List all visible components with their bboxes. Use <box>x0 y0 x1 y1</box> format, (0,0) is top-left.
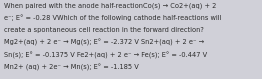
Text: Sn(s); E° = -0.1375 V Fe2+(aq) + 2 e⁻ → Fe(s); E° = -0.447 V: Sn(s); E° = -0.1375 V Fe2+(aq) + 2 e⁻ → … <box>4 51 207 59</box>
Text: e⁻; E° = -0.28 VWhich of the following cathode half-reactions will: e⁻; E° = -0.28 VWhich of the following c… <box>4 15 221 21</box>
Text: Mn2+ (aq) + 2e⁻ → Mn(s); E° = -1.185 V: Mn2+ (aq) + 2e⁻ → Mn(s); E° = -1.185 V <box>4 64 139 71</box>
Text: create a spontaneous cell reaction in the forward direction?: create a spontaneous cell reaction in th… <box>4 27 204 33</box>
Text: Mg2+(aq) + 2 e⁻ → Mg(s); E° = -2.372 V Sn2+(aq) + 2 e⁻ →: Mg2+(aq) + 2 e⁻ → Mg(s); E° = -2.372 V S… <box>4 39 204 46</box>
Text: When paired with the anode half-reactionCo(s) → Co2+(aq) + 2: When paired with the anode half-reaction… <box>4 2 216 9</box>
